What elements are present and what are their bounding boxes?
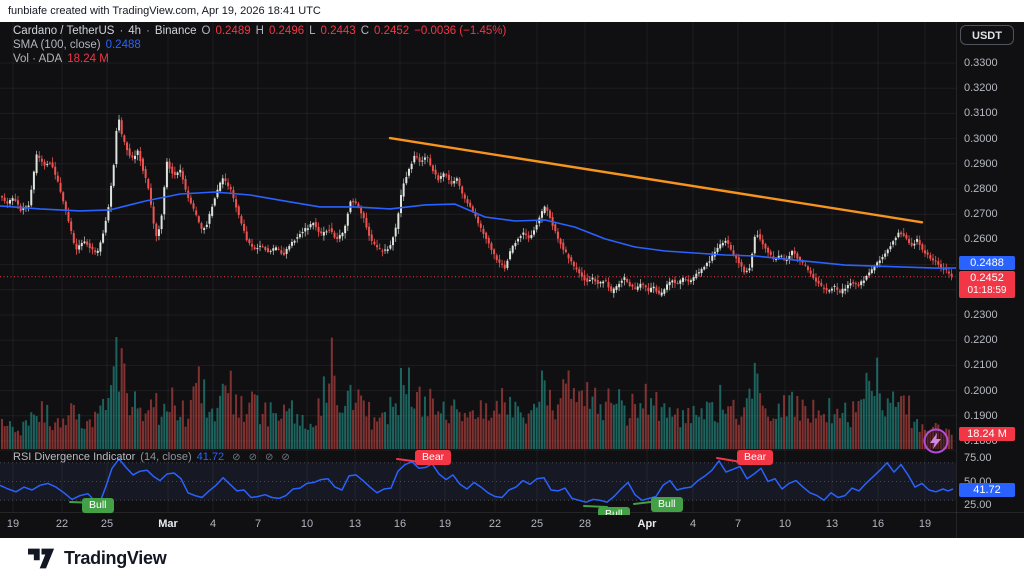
- hidden-marker-icon[interactable]: ⊘: [232, 452, 241, 463]
- time-axis-label: 19: [6, 518, 20, 530]
- price-axis-label: 0.2900: [964, 157, 998, 170]
- time-axis-label: 25: [530, 518, 544, 530]
- time-axis-label: 4: [209, 518, 217, 530]
- divergence-label-bull: Bull: [82, 498, 114, 513]
- volume-badge: 18.24 M: [959, 427, 1015, 441]
- symbol-name[interactable]: Cardano / TetherUS: [13, 25, 115, 37]
- attribution-bar: funbiafe created with TradingView.com, A…: [0, 0, 1024, 22]
- hidden-marker-icon[interactable]: ⊘: [264, 452, 274, 463]
- price-axis-label: 0.2700: [964, 208, 998, 221]
- price-axis-label: 0.2600: [964, 233, 998, 246]
- rsi-value-badge: 41.72: [959, 483, 1015, 497]
- hidden-marker-icon[interactable]: ⊘: [281, 452, 290, 463]
- footer-bar: TradingView: [0, 538, 1024, 578]
- hidden-marker-icon[interactable]: ⊘: [248, 452, 257, 463]
- time-axis-label: 25: [100, 518, 114, 530]
- bar-countdown: 01:18:59: [967, 285, 1007, 296]
- legend-volume-row[interactable]: Vol · ADA 18.24 M: [13, 52, 506, 66]
- time-axis-label: 16: [393, 518, 407, 530]
- sma-price-badge: 0.2488: [959, 256, 1015, 270]
- price-axis-label: 0.3000: [964, 132, 998, 145]
- currency-toggle-button[interactable]: USDT: [960, 25, 1014, 45]
- sma-label[interactable]: SMA (100, close): [13, 39, 101, 51]
- price-axis-label: 0.1900: [964, 409, 998, 422]
- time-axis-label: Mar: [158, 518, 178, 530]
- high-value: 0.2496: [268, 25, 305, 37]
- price-axis-label: 0.2200: [964, 334, 998, 347]
- legend-sma-row[interactable]: SMA (100, close) 0.2488: [13, 38, 506, 52]
- close-value: 0.2452: [374, 25, 410, 37]
- divergence-label-bull: Bull: [651, 497, 683, 512]
- divergence-label-bull: Bull: [598, 507, 630, 515]
- open-value: 0.2489: [215, 25, 251, 37]
- price-axis-label: 0.2300: [964, 309, 998, 321]
- time-axis-label: 22: [55, 518, 69, 530]
- low-value: 0.2443: [320, 25, 356, 37]
- change-value: −0.0036 (−1.45%): [414, 25, 507, 37]
- open-key: O: [201, 25, 211, 37]
- legend: Cardano / TetherUS · 4h · Binance O 0.24…: [13, 24, 506, 66]
- time-axis-label: 19: [918, 518, 932, 530]
- volume-value: 18.24 M: [67, 53, 109, 65]
- price-axis-label: 0.3300: [964, 57, 998, 69]
- time-axis-label: 28: [578, 518, 592, 530]
- price-axis-label: 0.3200: [964, 82, 998, 95]
- time-axis-label: 22: [488, 518, 502, 530]
- divergence-marker-layer: Bull Bear Bull Bull Bear: [0, 448, 956, 515]
- divergence-label-bear: Bear: [737, 450, 774, 465]
- last-price-badge: 0.2452 01:18:59: [959, 271, 1015, 298]
- high-key: H: [255, 25, 264, 37]
- sma-value: 0.2488: [105, 39, 141, 51]
- time-axis-label: 10: [778, 518, 792, 530]
- volume-label[interactable]: Vol · ADA: [13, 53, 63, 65]
- time-axis-label: 7: [734, 518, 742, 530]
- low-key: L: [309, 25, 316, 37]
- time-axis-label: 13: [825, 518, 839, 530]
- price-axis-label: 0.2800: [964, 183, 998, 195]
- divergence-label-bear: Bear: [415, 450, 452, 465]
- close-key: C: [360, 25, 370, 37]
- price-axis-label: 0.3100: [964, 107, 998, 120]
- time-axis-label: 19: [438, 518, 452, 530]
- time-axis-label: 13: [348, 518, 362, 530]
- time-axis-label: 4: [689, 518, 697, 530]
- rsi-axis-label: 25.00: [964, 499, 992, 511]
- rsi-axis-label: 75.00: [964, 452, 992, 464]
- time-axis-label: Apr: [637, 518, 657, 530]
- separator: ·: [146, 25, 150, 37]
- interval-label[interactable]: 4h: [128, 25, 142, 37]
- last-price-value: 0.2452: [970, 272, 1004, 284]
- tradingview-logo-icon[interactable]: [28, 548, 55, 569]
- time-axis-label: 16: [871, 518, 885, 530]
- tradingview-wordmark[interactable]: TradingView: [64, 547, 167, 568]
- exchange-label[interactable]: Binance: [154, 25, 197, 37]
- price-axis-label: 0.2100: [964, 359, 998, 372]
- time-axis-label: 10: [300, 518, 314, 530]
- attribution-text: funbiafe created with TradingView.com, A…: [8, 5, 321, 17]
- legend-symbol-row[interactable]: Cardano / TetherUS · 4h · Binance O 0.24…: [13, 24, 506, 38]
- price-axis-label: 0.2000: [964, 384, 998, 397]
- time-axis-label: 7: [254, 518, 262, 530]
- separator: ·: [119, 25, 124, 37]
